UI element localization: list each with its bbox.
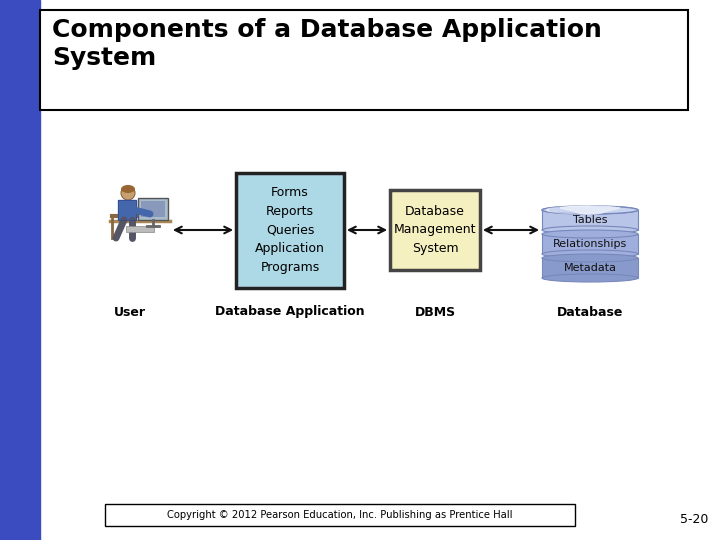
Text: Tables: Tables [572,215,607,225]
Text: Metadata: Metadata [564,263,616,273]
Polygon shape [118,200,136,220]
Bar [141,201,165,217]
Text: Components of a Database Application
System: Components of a Database Application Sys… [52,18,602,70]
Ellipse shape [121,186,135,200]
Text: User: User [114,306,146,319]
Text: Copyright © 2012 Pearson Education, Inc. Publishing as Prentice Hall: Copyright © 2012 Pearson Education, Inc.… [167,510,513,520]
Bar [542,258,638,278]
Bar [126,226,154,232]
Text: Forms
Reports
Queries
Application
Programs: Forms Reports Queries Application Progra… [255,186,325,273]
Text: Database: Database [557,306,624,319]
Ellipse shape [542,230,638,238]
Bar [542,210,638,230]
FancyBboxPatch shape [390,190,480,270]
Ellipse shape [542,254,638,262]
Bar [0,0,40,540]
Text: Database Application: Database Application [215,306,365,319]
Text: Database
Management
System: Database Management System [394,205,476,255]
Text: DBMS: DBMS [415,306,456,319]
FancyBboxPatch shape [236,172,344,287]
Ellipse shape [542,206,638,214]
Polygon shape [560,206,620,214]
Text: Relationships: Relationships [553,239,627,249]
Ellipse shape [542,226,638,234]
Text: 5-20: 5-20 [680,513,708,526]
Ellipse shape [121,185,135,193]
Bar [542,234,638,254]
FancyBboxPatch shape [105,504,575,526]
Bar [138,198,168,220]
Ellipse shape [542,250,638,258]
FancyBboxPatch shape [40,10,688,110]
Ellipse shape [542,206,638,214]
Ellipse shape [542,274,638,282]
